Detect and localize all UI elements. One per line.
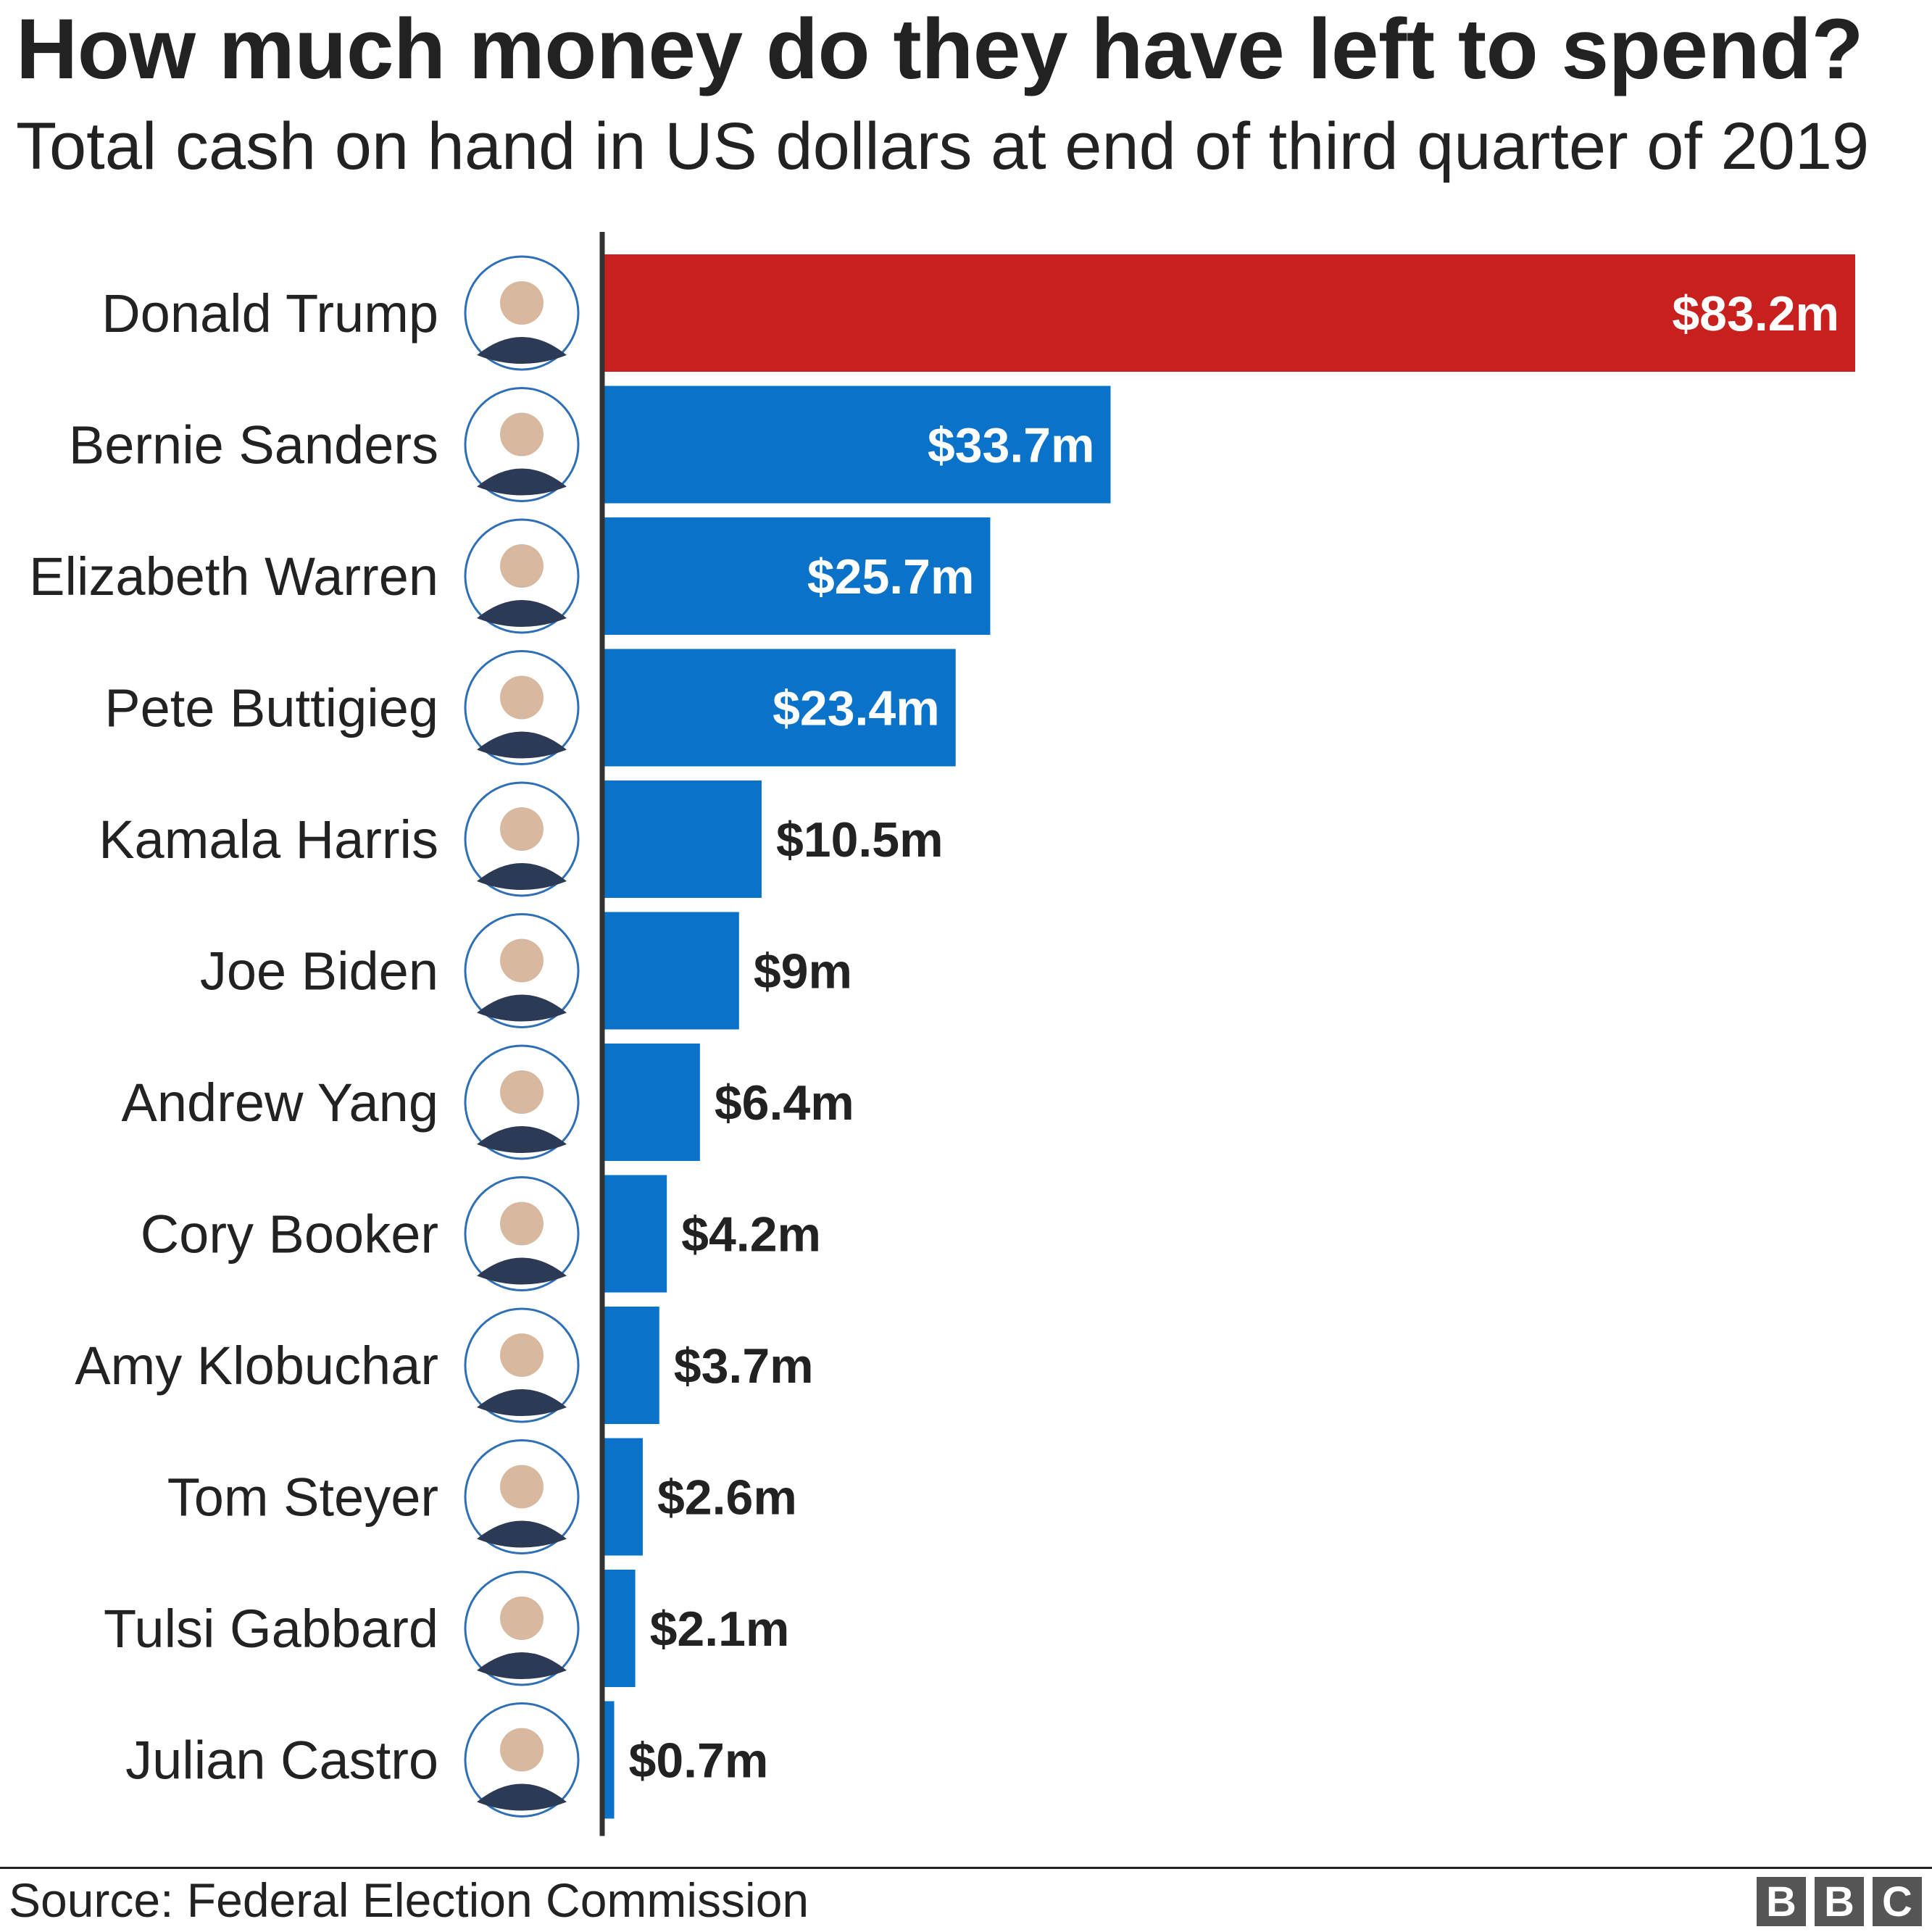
source-note: Source: Federal Election Commission [9,1873,809,1927]
candidate-name: Tom Steyer [167,1467,438,1528]
candidate-name: Cory Booker [141,1204,438,1265]
candidate-name: Kamala Harris [99,809,438,870]
candidate-name: Amy Klobuchar [75,1336,438,1396]
chart-subtitle: Total cash on hand in US dollars at end … [16,109,1870,183]
chart-title: How much money do they have left to spen… [16,1,1864,97]
portrait-face [500,675,544,720]
portrait-face [500,1333,544,1377]
portrait-shoulders [477,1652,567,1679]
bar-row: Andrew Yang $6.4m [122,1044,854,1161]
bar [604,1701,615,1819]
portrait-face [500,1202,544,1246]
candidate-name: Andrew Yang [122,1073,438,1133]
klobuchar-portrait-icon [464,1307,580,1423]
bar-row: Amy Klobuchar $3.7m [75,1307,814,1424]
candidate-name: Bernie Sanders [69,415,438,475]
bar-row: Cory Booker $4.2m [141,1175,821,1293]
gabbard-portrait-icon [464,1570,580,1686]
candidate-name: Elizabeth Warren [29,546,438,607]
bar-row: Pete Buttigieg $23.4m [104,649,956,767]
booker-portrait-icon [464,1176,580,1291]
portrait-face [500,544,544,588]
portrait-face [500,412,544,457]
bar-row: Elizabeth Warren $25.7m [29,517,991,635]
bar [604,1570,636,1687]
value-label: $25.7m [807,549,975,604]
value-label: $3.7m [674,1338,814,1394]
harris-portrait-icon [464,781,580,897]
bar [604,1175,667,1293]
bar [604,517,991,635]
portrait-shoulders [477,337,567,364]
value-label: $10.5m [776,812,944,867]
trump-portrait-icon [464,255,580,371]
portrait-shoulders [477,731,567,759]
portrait-shoulders [477,1126,567,1153]
bar-row: Kamala Harris $10.5m [99,780,944,898]
footer-divider [0,1867,1932,1869]
portrait-face [500,1596,544,1640]
portrait-shoulders [477,994,567,1022]
portrait-face [500,1070,544,1114]
sanders-portrait-icon [464,387,580,502]
value-label: $4.2m [681,1207,821,1262]
portrait-shoulders [477,863,567,890]
portrait-shoulders [477,1783,567,1811]
bar [604,386,1111,504]
buttigieg-portrait-icon [464,650,580,765]
candidate-name: Julian Castro [125,1731,438,1791]
portrait-shoulders [477,1257,567,1285]
bar [604,912,739,1030]
bar [604,1307,659,1424]
value-label: $6.4m [715,1075,854,1131]
candidate-name: Joe Biden [200,941,438,1002]
candidate-name: Tulsi Gabbard [104,1599,438,1659]
bar [604,254,1855,372]
value-label: $33.7m [928,418,1095,473]
bar [604,649,956,767]
value-label: $9m [754,944,852,999]
bar-row: Tom Steyer $2.6m [167,1438,797,1556]
bar-row: Tulsi Gabbard $2.1m [104,1570,789,1687]
value-label: $2.1m [650,1602,790,1657]
bar-row: Donald Trump $83.2m [101,254,1855,372]
bar-chart: Donald Trump $83.2m Bernie Sanders $33.7m El… [29,232,1855,1836]
portrait-face [500,1728,544,1772]
steyer-portrait-icon [464,1439,580,1554]
bar-row: Bernie Sanders $33.7m [69,386,1111,504]
portrait-face [500,938,544,983]
bbc-logo-letter: C [1873,1877,1922,1926]
candidate-name: Donald Trump [101,283,438,343]
value-label: $0.7m [629,1733,769,1789]
portrait-shoulders [477,1520,567,1548]
portrait-face [500,1465,544,1509]
bar [604,1044,700,1161]
portrait-face [500,807,544,851]
portrait-face [500,281,544,325]
portrait-shoulders [477,1389,567,1416]
value-label: $2.6m [657,1470,797,1525]
candidate-name: Pete Buttigieg [104,678,438,738]
bar [604,780,762,898]
portrait-shoulders [477,468,567,496]
castro-portrait-icon [464,1702,580,1818]
biden-portrait-icon [464,913,580,1028]
portrait-shoulders [477,600,567,627]
yang-portrait-icon [464,1044,580,1160]
bar [604,1438,643,1556]
bar-row: Julian Castro $0.7m [125,1701,769,1819]
value-label: $83.2m [1672,286,1839,341]
bbc-logo: B B C [1757,1877,1922,1926]
value-label: $23.4m [773,681,940,736]
warren-portrait-icon [464,518,580,634]
bbc-logo-letter: B [1757,1877,1806,1926]
bbc-logo-letter: B [1815,1877,1864,1926]
bar-row: Joe Biden $9m [200,912,852,1030]
